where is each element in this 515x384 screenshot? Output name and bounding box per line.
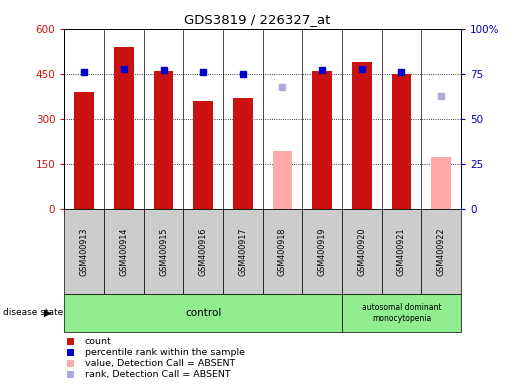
Text: GSM400916: GSM400916 [199, 227, 208, 276]
Bar [233, 98, 253, 209]
Bar [74, 92, 94, 209]
Text: GSM400917: GSM400917 [238, 227, 247, 276]
Text: GSM400922: GSM400922 [437, 227, 445, 276]
Bar [193, 101, 213, 209]
Text: GSM400921: GSM400921 [397, 227, 406, 276]
Text: autosomal dominant
monocytopenia: autosomal dominant monocytopenia [362, 303, 441, 323]
Text: rank, Detection Call = ABSENT: rank, Detection Call = ABSENT [85, 370, 231, 379]
Text: GSM400913: GSM400913 [80, 227, 89, 276]
Bar [391, 74, 411, 209]
Text: value, Detection Call = ABSENT: value, Detection Call = ABSENT [85, 359, 235, 368]
Bar [312, 71, 332, 209]
Text: GSM400915: GSM400915 [159, 227, 168, 276]
Text: GDS3819 / 226327_at: GDS3819 / 226327_at [184, 13, 331, 26]
Bar [431, 157, 451, 209]
Bar [153, 71, 174, 209]
Bar [114, 47, 134, 209]
Text: ▶: ▶ [44, 308, 52, 318]
Text: count: count [85, 337, 112, 346]
Bar [272, 151, 293, 209]
Text: control: control [185, 308, 221, 318]
Text: GSM400920: GSM400920 [357, 227, 366, 276]
Text: percentile rank within the sample: percentile rank within the sample [85, 348, 245, 357]
Text: disease state: disease state [3, 308, 63, 318]
Bar [352, 62, 372, 209]
Text: GSM400914: GSM400914 [119, 227, 128, 276]
Text: GSM400918: GSM400918 [278, 227, 287, 276]
Text: GSM400919: GSM400919 [318, 227, 327, 276]
